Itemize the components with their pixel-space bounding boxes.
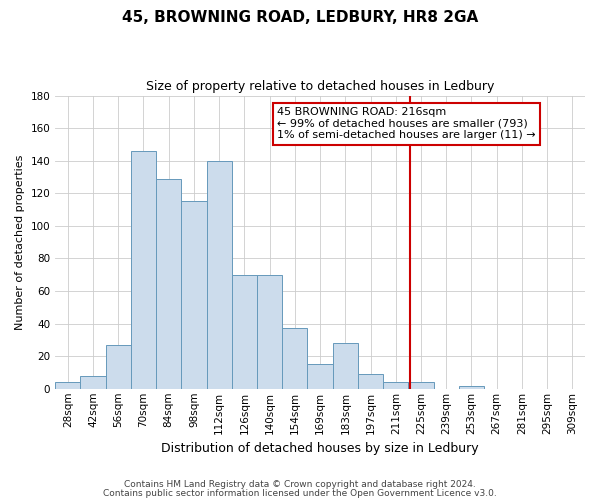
Bar xyxy=(332,343,358,389)
Bar xyxy=(106,345,131,389)
Bar xyxy=(409,382,434,389)
Bar xyxy=(131,151,156,389)
Bar xyxy=(80,376,106,389)
Bar xyxy=(206,160,232,389)
X-axis label: Distribution of detached houses by size in Ledbury: Distribution of detached houses by size … xyxy=(161,442,479,455)
Bar xyxy=(55,382,80,389)
Bar xyxy=(257,274,282,389)
Text: 45 BROWNING ROAD: 216sqm
← 99% of detached houses are smaller (793)
1% of semi-d: 45 BROWNING ROAD: 216sqm ← 99% of detach… xyxy=(277,107,536,140)
Bar xyxy=(383,382,409,389)
Text: Contains public sector information licensed under the Open Government Licence v3: Contains public sector information licen… xyxy=(103,489,497,498)
Bar xyxy=(156,178,181,389)
Text: 45, BROWNING ROAD, LEDBURY, HR8 2GA: 45, BROWNING ROAD, LEDBURY, HR8 2GA xyxy=(122,10,478,25)
Bar xyxy=(232,274,257,389)
Bar xyxy=(307,364,332,389)
Title: Size of property relative to detached houses in Ledbury: Size of property relative to detached ho… xyxy=(146,80,494,93)
Bar xyxy=(282,328,307,389)
Text: Contains HM Land Registry data © Crown copyright and database right 2024.: Contains HM Land Registry data © Crown c… xyxy=(124,480,476,489)
Bar xyxy=(459,386,484,389)
Y-axis label: Number of detached properties: Number of detached properties xyxy=(15,154,25,330)
Bar xyxy=(358,374,383,389)
Bar xyxy=(181,202,206,389)
